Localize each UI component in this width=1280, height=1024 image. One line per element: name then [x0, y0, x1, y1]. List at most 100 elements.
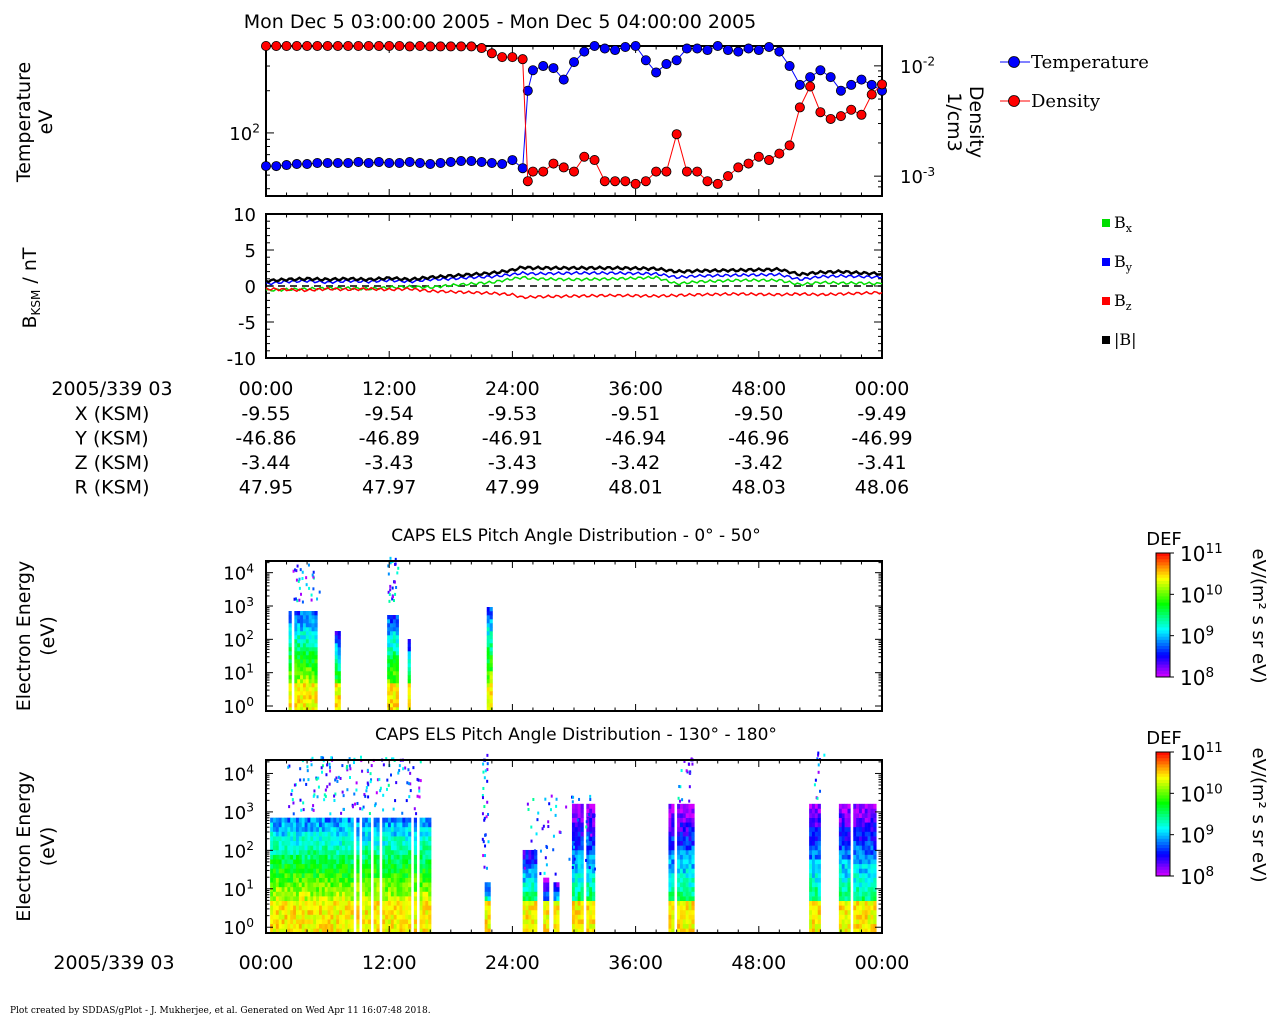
density-point — [846, 104, 857, 115]
spectrogram-sparse-cell — [307, 563, 310, 567]
spectrogram-cell — [853, 909, 857, 915]
spectrogram-sparse-cell — [355, 788, 358, 792]
spectrogram-cell — [817, 803, 821, 809]
spectrogram-cell — [553, 886, 557, 892]
spectrogram-sparse-cell — [484, 769, 487, 773]
spectrogram-cell — [543, 909, 547, 915]
colorbar-step — [1156, 835, 1170, 840]
temperature-point — [599, 43, 610, 54]
spectrogram-cell — [574, 817, 578, 823]
colorbar-step — [1156, 779, 1170, 784]
spectrogram-cell — [311, 695, 315, 700]
colorbar-step — [1156, 801, 1170, 806]
spectrogram-cell — [577, 854, 581, 860]
spectrogram-cell — [281, 900, 285, 906]
spectrogram-cell — [531, 900, 535, 906]
spectrogram-cell — [671, 868, 675, 874]
spectrogram-cell — [304, 845, 308, 851]
spectrogram-sparse-cell — [310, 763, 313, 767]
spectrogram-cell — [419, 840, 423, 846]
spectrogram-cell — [287, 836, 291, 842]
spectrogram-cell — [861, 849, 866, 855]
spectrogram-cell — [288, 647, 292, 652]
spectrogram-cell — [873, 905, 877, 911]
spectrogram-cell — [347, 859, 351, 865]
spectrogram-cell — [350, 868, 354, 874]
spectrogram-cell — [428, 891, 432, 897]
spectrogram-cell — [396, 854, 400, 860]
spectrogram-sparse-cell — [568, 857, 571, 861]
spectrogram-cell — [334, 635, 338, 640]
spectrogram-sparse-cell — [293, 568, 296, 572]
spectrogram-cell — [341, 849, 346, 855]
spectrogram-cell — [556, 891, 560, 897]
spectrogram-cell — [522, 863, 526, 869]
spectrogram-cell — [867, 919, 871, 925]
spectrogram-cell — [571, 817, 576, 823]
temperature-point — [856, 74, 867, 85]
spectrogram-cell — [318, 822, 323, 828]
spectrogram-cell — [387, 675, 391, 680]
spectrogram-cell — [844, 803, 848, 809]
spectrogram-cell — [272, 822, 277, 828]
spectrogram-sparse-cell — [573, 842, 576, 846]
spectrogram-cell — [364, 854, 369, 860]
spectrogram-sparse-cell — [688, 785, 691, 789]
spectrogram-sparse-cell — [389, 561, 392, 565]
temperature-point — [435, 158, 446, 169]
spectrogram-sparse-cell — [349, 775, 352, 779]
spectrogram-sparse-cell — [294, 597, 297, 601]
spectrogram-cell — [341, 923, 346, 929]
spectrogram-cell — [311, 663, 315, 668]
spectrogram-cell — [304, 873, 308, 878]
spectrogram-cell — [853, 836, 857, 842]
spectrogram-cell — [691, 868, 695, 874]
spectrogram-sparse-cell — [407, 768, 410, 772]
spectrogram-cell — [362, 882, 366, 888]
spectrogram-cell — [402, 840, 406, 846]
spectrogram-cell — [873, 873, 877, 878]
temperature-point — [743, 43, 754, 54]
spectrogram-sparse-cell — [486, 768, 489, 772]
spectrogram-cell — [390, 623, 394, 628]
spectrogram-cell — [387, 859, 392, 865]
spectrogram-sparse-cell — [395, 585, 398, 589]
spectrogram-cell — [577, 923, 581, 929]
spectrogram-cell — [864, 873, 868, 878]
spectrogram-cell — [288, 619, 292, 624]
spectrogram-sparse-cell — [533, 849, 536, 853]
spectrogram-sparse-cell — [353, 792, 356, 796]
spectrogram-cell — [300, 659, 304, 664]
spectrogram-cell — [685, 817, 689, 823]
spectrogram-cell — [487, 919, 491, 925]
spectrogram-cell — [844, 836, 848, 842]
spectrogram-cell — [861, 845, 866, 851]
spectrogram-cell — [396, 863, 400, 869]
spectrogram-cell — [814, 909, 819, 915]
spectrogram-cell — [811, 808, 816, 814]
spectrogram-cell — [580, 914, 584, 920]
spectrogram-cell — [402, 831, 406, 837]
spectrogram-cell — [314, 663, 318, 668]
spectrogram-cell — [367, 849, 372, 855]
spectrogram-cell — [592, 859, 596, 865]
spectrogram-cell — [592, 891, 596, 897]
spectrogram-cell — [310, 919, 314, 925]
spectrogram-cell — [811, 923, 816, 929]
spectrogram-cell — [270, 914, 274, 920]
spectrogram-cell — [290, 822, 294, 828]
spectrogram-cell — [270, 817, 274, 823]
spectrogram-cell — [300, 695, 304, 700]
spectrogram-cell — [376, 826, 380, 832]
spectrogram-cell — [364, 863, 369, 869]
spectrogram-cell — [362, 826, 366, 832]
spectrogram-cell — [847, 845, 851, 851]
spectrogram-cell — [838, 813, 843, 818]
spectrogram-cell — [864, 919, 868, 925]
spectrogram-cell — [856, 882, 860, 888]
spectrogram-cell — [313, 909, 317, 915]
spectrogram-cell — [419, 849, 423, 855]
spectrogram-cell — [589, 905, 593, 911]
spectrogram-cell — [350, 905, 354, 911]
